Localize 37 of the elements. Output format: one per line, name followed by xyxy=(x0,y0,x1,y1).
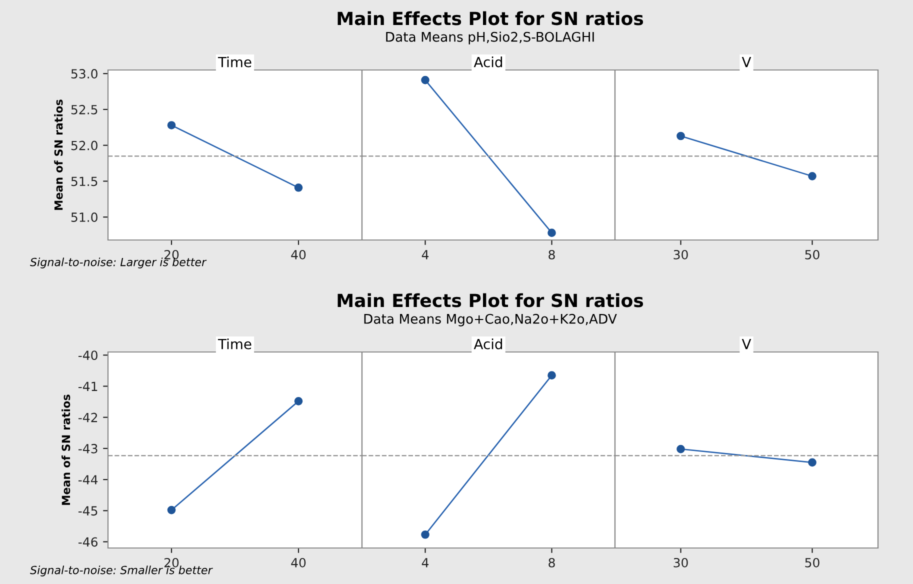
chart-title: V xyxy=(742,338,752,350)
y-tick-label: -45 xyxy=(78,506,98,516)
y-tick-label: 53.0 xyxy=(71,69,98,79)
x-tick-label: 8 xyxy=(548,250,555,260)
y-tick-label: -42 xyxy=(78,412,98,422)
x-tick-label: 8 xyxy=(548,558,555,568)
y-tick-label: 52.5 xyxy=(71,104,98,114)
y-tick-label: -40 xyxy=(78,350,98,360)
y-tick-label: -41 xyxy=(78,382,98,391)
y-axis-title: Mean of SN ratios xyxy=(54,100,63,210)
chart-title: Acid xyxy=(474,56,502,68)
y-tick-label: -44 xyxy=(78,475,98,484)
y-tick-label: -43 xyxy=(78,444,98,454)
x-tick-label: 40 xyxy=(291,250,306,260)
y-tick-label: 51.0 xyxy=(71,212,98,222)
chart-title: Acid xyxy=(474,338,502,350)
chart-title: Time xyxy=(218,338,252,350)
y-tick-label: 52.0 xyxy=(71,140,98,150)
x-tick-label: 40 xyxy=(291,558,306,568)
x-tick-label: 30 xyxy=(674,558,688,568)
y-axis-title: Mean of SN ratios xyxy=(62,394,70,505)
x-tick-label: 20 xyxy=(164,250,179,260)
text: Main Effects Plot for SN ratios xyxy=(338,11,644,26)
x-tick-label: 50 xyxy=(805,558,820,568)
text: Data Means Mgo+Cao,Na2o+K2o,ADV xyxy=(364,314,617,326)
y-tick-label: 51.5 xyxy=(71,176,98,186)
x-tick-label: 30 xyxy=(674,250,688,260)
chart-title: Time xyxy=(218,56,252,68)
text: Data Means pH,Sio2,S-BOLAGHI xyxy=(386,32,594,44)
x-tick-label: 50 xyxy=(805,250,820,260)
x-tick-label: 4 xyxy=(422,250,429,260)
x-tick-label: 4 xyxy=(422,558,429,568)
text: Signal-to-noise: Larger is better xyxy=(30,258,207,268)
y-tick-label: -46 xyxy=(78,537,98,547)
chart-title: V xyxy=(742,56,752,68)
x-tick-label: 20 xyxy=(164,558,179,568)
text: Main Effects Plot for SN ratios xyxy=(338,293,644,308)
